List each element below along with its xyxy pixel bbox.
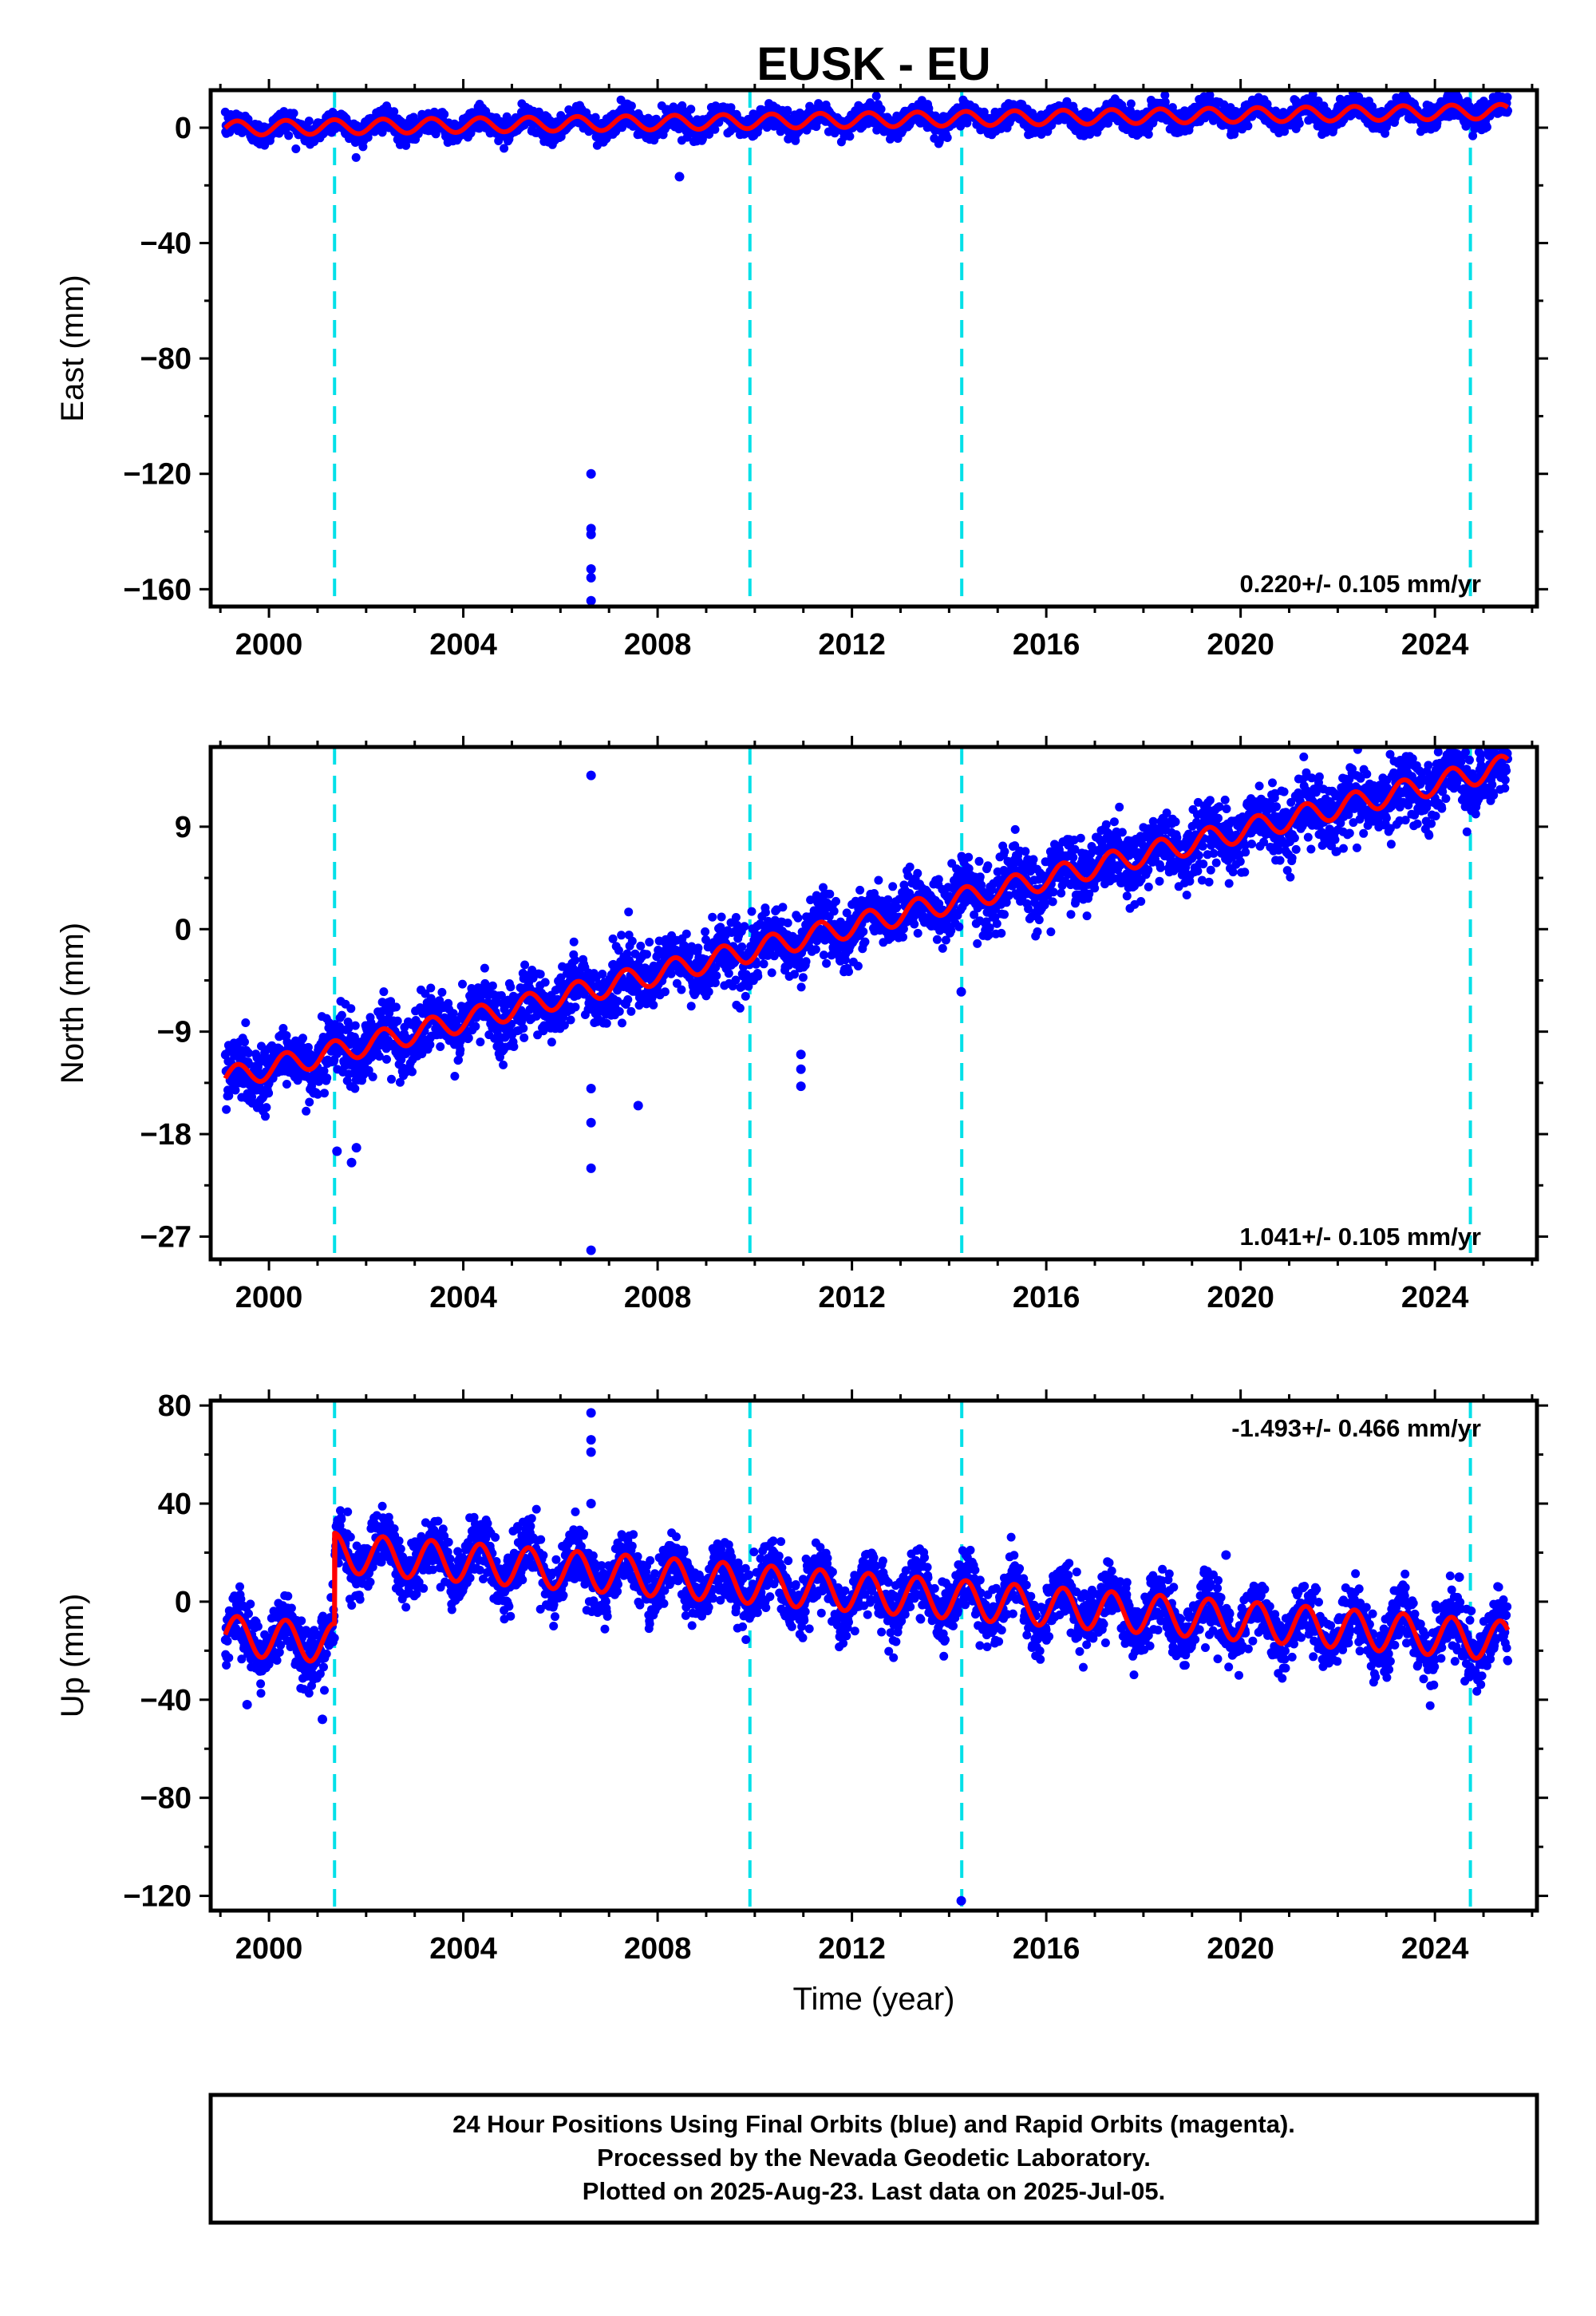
outlier-point-up-6 (318, 1714, 328, 1725)
y-tick-label-east-2: −80 (140, 342, 192, 376)
outlier-point-north-0 (586, 770, 596, 781)
footer-line-3: Plotted on 2025-Aug-23. Last data on 202… (583, 2177, 1165, 2205)
y-axis-label-up: Up (mm) (55, 1594, 90, 1718)
outlier-point-up-1 (586, 1435, 596, 1445)
x-tick-label-east-4: 2016 (1013, 628, 1080, 662)
footer-line-1: 24 Hour Positions Using Final Orbits (bl… (452, 2110, 1295, 2138)
y-tick-label-north-1: 0 (175, 913, 192, 947)
y-tick-label-east-4: −160 (123, 573, 192, 607)
outlier-point-north-12 (633, 1101, 643, 1111)
rate-label-east: 0.220+/- 0.105 mm/yr (1240, 570, 1481, 598)
outlier-point-up-5 (242, 1699, 252, 1709)
rate-label-up: -1.493+/- 0.466 mm/yr (1231, 1414, 1481, 1442)
outlier-point-up-2 (586, 1447, 596, 1457)
x-axis-label: Time (year) (793, 1982, 955, 2017)
y-tick-label-up-3: −40 (140, 1684, 192, 1717)
x-tick-label-east-3: 2012 (818, 628, 886, 662)
outlier-point-up-8 (1454, 1572, 1464, 1583)
x-tick-label-north-3: 2012 (818, 1281, 886, 1314)
outlier-point-north-3 (586, 1117, 596, 1128)
x-tick-label-east-6: 2024 (1401, 628, 1469, 662)
x-tick-label-up-0: 2000 (235, 1932, 303, 1966)
outlier-point-north-2 (586, 1163, 596, 1173)
model-curve-up (223, 1531, 1511, 1664)
y-tick-label-north-4: −27 (140, 1220, 192, 1254)
x-tick-label-up-6: 2024 (1401, 1932, 1469, 1966)
outlier-point-east-4 (586, 572, 596, 583)
x-tick-label-north-2: 2008 (624, 1281, 692, 1314)
y-tick-label-up-4: −80 (140, 1782, 192, 1816)
outlier-point-up-4 (956, 1895, 966, 1906)
model-curve-north (223, 753, 1510, 1085)
outlier-point-east-5 (586, 595, 596, 606)
outlier-point-north-6 (346, 1157, 357, 1168)
y-tick-label-north-0: 9 (175, 811, 192, 844)
outlier-point-north-11 (956, 986, 966, 997)
y-tick-label-north-2: −9 (157, 1016, 192, 1049)
y-tick-label-up-5: −120 (123, 1880, 192, 1914)
y-tick-label-east-3: −120 (123, 458, 192, 492)
x-tick-label-up-1: 2004 (429, 1932, 497, 1966)
outlier-point-east-6 (674, 172, 685, 182)
x-tick-label-north-6: 2024 (1401, 1281, 1469, 1314)
plot-frame-east (208, 88, 1539, 609)
east-panel: 0 −40 −80 −120 −160 2000 2004 2008 2012 2016 2020 2… (55, 79, 1548, 662)
rate-label-north: 1.041+/- 0.105 mm/yr (1240, 1223, 1481, 1251)
y-tick-label-east-0: 0 (175, 112, 192, 145)
outlier-point-up-3 (586, 1499, 596, 1509)
x-tick-label-east-1: 2004 (429, 628, 497, 662)
footer-box: 24 Hour Positions Using Final Orbits (bl… (208, 2093, 1539, 2225)
x-tick-label-north-4: 2016 (1013, 1281, 1080, 1314)
x-tick-label-east-2: 2008 (624, 628, 692, 662)
north-panel: 9 0 −9 −18 −27 2000 2004 2008 2012 2016 2020 2024 No… (55, 736, 1548, 1314)
outlier-point-east-2 (586, 529, 596, 539)
plot-frame-north (208, 745, 1539, 1262)
outlier-point-north-1 (586, 1245, 596, 1255)
x-tick-label-north-1: 2004 (429, 1281, 497, 1314)
data-points-east (220, 90, 1512, 162)
plot-frame-up (208, 1398, 1539, 1913)
outlier-point-north-4 (586, 1084, 596, 1093)
outlier-point-north-9 (796, 1064, 806, 1074)
up-panel: 80 40 0 −40 −80 −120 2000 2004 2008 2012 2016 2020 2… (55, 1389, 1548, 1966)
outlier-point-north-8 (796, 1049, 806, 1060)
x-tick-label-up-3: 2012 (818, 1932, 886, 1966)
x-tick-label-up-2: 2008 (624, 1932, 692, 1966)
outlier-point-east-3 (586, 564, 596, 575)
data-points-north (220, 747, 1512, 1121)
x-tick-label-east-0: 2000 (235, 628, 303, 662)
model-curve-east (223, 101, 1510, 138)
outlier-point-up-7 (1221, 1550, 1231, 1560)
footer-line-2: Processed by the Nevada Geodetic Laborat… (597, 2144, 1151, 2172)
y-tick-label-up-1: 40 (158, 1488, 192, 1521)
x-tick-label-up-4: 2016 (1013, 1932, 1080, 1966)
x-tick-label-north-0: 2000 (235, 1281, 303, 1314)
y-tick-label-up-2: 0 (175, 1586, 192, 1619)
y-tick-label-up-0: 80 (158, 1389, 192, 1423)
x-tick-label-north-5: 2020 (1207, 1281, 1274, 1314)
y-axis-label-north: North (mm) (55, 923, 90, 1084)
outlier-point-north-10 (796, 1081, 806, 1092)
x-tick-label-east-5: 2020 (1207, 628, 1274, 662)
outlier-point-east-0 (586, 468, 596, 479)
outlier-point-up-0 (586, 1408, 596, 1418)
outlier-point-north-5 (332, 1146, 342, 1156)
data-points-up (220, 1501, 1512, 1710)
x-tick-label-up-5: 2020 (1207, 1932, 1274, 1966)
chart-title: EUSK - EU (757, 38, 990, 90)
y-tick-label-north-3: −18 (140, 1118, 192, 1152)
y-tick-label-east-1: −40 (140, 227, 192, 261)
outlier-point-north-7 (351, 1143, 361, 1153)
y-axis-label-east: East (mm) (55, 275, 90, 421)
